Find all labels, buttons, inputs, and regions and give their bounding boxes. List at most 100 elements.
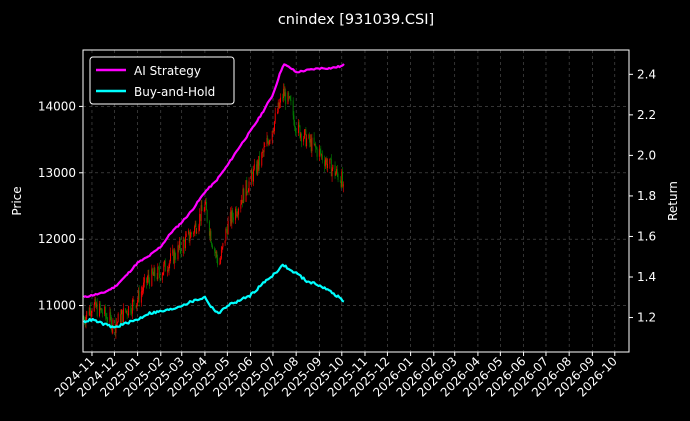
candle-body — [342, 184, 344, 187]
candle-body — [127, 314, 129, 316]
candle-body — [341, 171, 343, 187]
candle-body — [110, 317, 112, 331]
candle-body — [90, 308, 91, 316]
candle-body — [130, 306, 132, 313]
candle-body — [185, 236, 186, 249]
candle-body — [285, 92, 287, 105]
candle-body — [216, 252, 218, 259]
right-tick-label: 2.2 — [637, 108, 656, 122]
candle-body — [211, 242, 213, 246]
candle-body — [206, 210, 208, 222]
candle-body — [311, 137, 313, 152]
candle-body — [240, 204, 242, 209]
candle-body — [304, 129, 306, 131]
candle-body — [85, 316, 87, 324]
candle-body — [184, 241, 186, 249]
candle-body — [179, 240, 180, 249]
candle-body — [132, 299, 134, 301]
candle-body — [196, 231, 198, 234]
candle-body — [321, 154, 323, 161]
candle-body — [115, 324, 117, 334]
candle-body — [89, 308, 91, 315]
candle-body — [220, 250, 222, 259]
candle-body — [329, 158, 331, 164]
candle-body — [140, 291, 142, 303]
line-series — [82, 63, 345, 329]
candle-body — [279, 102, 281, 108]
candle-body — [199, 213, 201, 222]
candle-body — [146, 277, 148, 283]
candle-body — [146, 279, 148, 283]
candle-body — [324, 160, 326, 167]
candle-body — [283, 88, 285, 97]
candle-body — [246, 180, 248, 192]
candle-body — [117, 313, 119, 323]
candle-body — [325, 159, 327, 163]
candle-body — [278, 102, 280, 108]
candle-body — [125, 310, 127, 312]
candle-body — [88, 311, 90, 315]
plot-frame — [82, 49, 630, 353]
candle-body — [300, 133, 302, 142]
candle-body — [193, 232, 195, 235]
candle-body — [310, 138, 312, 152]
candle-body — [109, 312, 111, 322]
candle-body — [243, 188, 245, 202]
candle-body — [151, 268, 153, 286]
candle-body — [268, 141, 270, 145]
candle-body — [221, 247, 223, 251]
candle-body — [180, 250, 182, 254]
candle-body — [83, 318, 85, 320]
candle-body — [158, 267, 160, 275]
candle-body — [107, 321, 109, 323]
candle-body — [298, 122, 300, 126]
candle-body — [267, 137, 269, 142]
candle-body — [143, 282, 145, 291]
candle-body — [235, 208, 237, 221]
candle-body — [191, 232, 192, 235]
candle-body — [315, 147, 317, 149]
candle-body — [193, 226, 195, 233]
candle-body — [340, 181, 342, 187]
candle-body — [300, 133, 302, 138]
candle-body — [143, 277, 145, 283]
candle-body — [105, 315, 107, 318]
candle-body — [252, 173, 254, 182]
candle-body — [342, 171, 343, 187]
candle-body — [149, 279, 151, 286]
candle-body — [316, 148, 318, 157]
candle-body — [227, 221, 229, 235]
candle-body — [289, 96, 291, 100]
candle-body — [217, 258, 219, 265]
candle-body — [137, 299, 139, 304]
candle-body — [220, 258, 222, 263]
candle-body — [120, 314, 122, 324]
candle-body — [226, 229, 228, 235]
right-tick-label: 2.0 — [637, 148, 656, 162]
candle-body — [153, 267, 155, 276]
candle-body — [174, 251, 176, 259]
candle-body — [183, 239, 185, 242]
candle-body — [169, 261, 171, 265]
candle-body — [188, 230, 189, 234]
candle-body — [294, 124, 296, 127]
candle-body — [222, 243, 224, 248]
grid — [83, 50, 629, 352]
candle-body — [235, 208, 237, 216]
candle-body — [100, 308, 102, 310]
left-axis: 11000 12000 13000 14000 — [38, 99, 83, 313]
candle-body — [111, 327, 113, 331]
right-axis-title: Return — [666, 181, 680, 221]
candle-body — [269, 140, 271, 142]
candle-body — [309, 134, 311, 143]
candle-body — [121, 310, 123, 315]
candle-body — [156, 277, 158, 279]
candle-body — [295, 132, 297, 133]
candle-body — [238, 208, 240, 215]
candle-body — [256, 164, 257, 174]
candle-body — [164, 260, 166, 272]
candle-body — [168, 264, 170, 271]
left-tick-label: 12000 — [38, 232, 76, 246]
candle-body — [211, 245, 213, 249]
